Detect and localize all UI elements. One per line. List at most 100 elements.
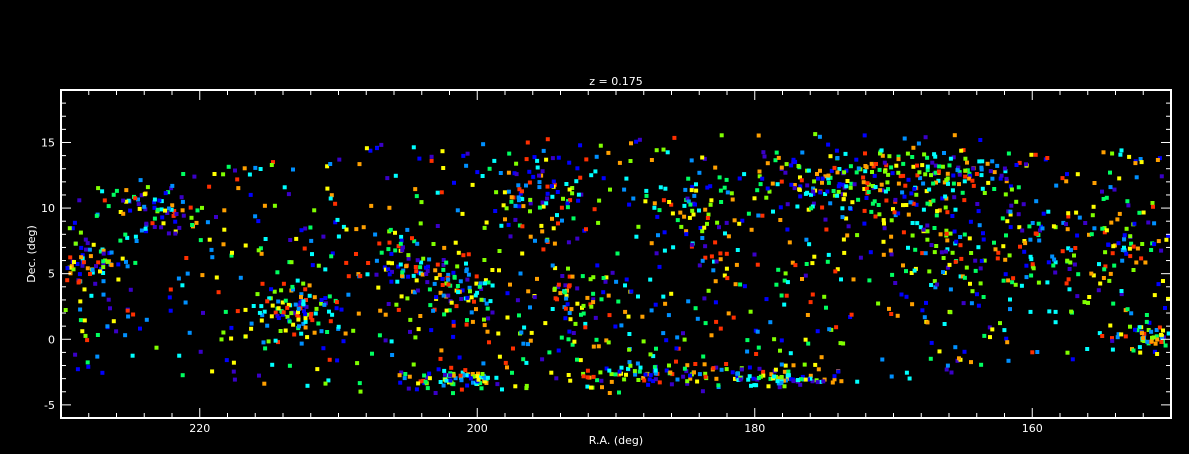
data-point (505, 365, 509, 370)
data-point (209, 247, 214, 252)
data-point (229, 325, 234, 330)
data-point (1011, 276, 1016, 281)
data-point (259, 318, 264, 323)
data-point (116, 277, 121, 282)
data-point (334, 306, 339, 311)
data-point (881, 252, 886, 257)
data-point (1014, 163, 1019, 167)
data-point (995, 163, 1000, 168)
data-point (194, 220, 199, 225)
data-point (849, 181, 854, 186)
data-point (870, 201, 875, 206)
data-point (871, 164, 876, 169)
data-point (832, 165, 837, 170)
data-point (835, 156, 840, 160)
x-tick-label: 220 (189, 422, 210, 435)
data-point (1004, 336, 1009, 341)
data-point (762, 154, 767, 159)
data-point (987, 325, 992, 330)
data-point (811, 201, 816, 206)
data-point (400, 248, 405, 253)
data-point (655, 214, 660, 219)
data-point (292, 332, 297, 337)
data-point (664, 368, 669, 373)
data-point (1142, 331, 1147, 336)
data-point (1036, 280, 1041, 285)
data-point (626, 366, 630, 371)
data-point (1089, 232, 1094, 237)
data-point (884, 163, 889, 168)
data-point (1137, 210, 1142, 215)
data-point (506, 222, 511, 227)
data-point (703, 207, 708, 212)
data-point (418, 314, 423, 318)
data-point (461, 253, 466, 258)
data-point (1137, 325, 1142, 330)
data-point (901, 230, 906, 235)
data-point (416, 327, 421, 332)
data-point (811, 191, 816, 196)
data-point (266, 339, 271, 344)
data-point (779, 179, 784, 184)
data-point (817, 134, 822, 139)
data-point (1069, 309, 1074, 314)
data-point (705, 216, 710, 220)
data-point (862, 187, 867, 191)
data-point (316, 321, 321, 326)
data-point (1008, 297, 1012, 302)
data-point (976, 209, 981, 214)
data-point (968, 219, 973, 224)
data-point (575, 166, 580, 171)
data-point (399, 370, 404, 375)
data-point (942, 180, 947, 185)
data-point (1141, 336, 1146, 341)
data-point (934, 244, 939, 248)
data-point (483, 376, 488, 381)
data-point (795, 204, 800, 209)
data-point (894, 163, 899, 168)
data-point (910, 155, 915, 159)
data-point (890, 272, 895, 277)
data-point (896, 154, 901, 159)
data-point (521, 341, 526, 346)
data-point (96, 260, 101, 265)
data-point (1147, 320, 1152, 325)
data-point (948, 310, 953, 315)
data-point (922, 152, 927, 157)
data-point (1028, 237, 1033, 242)
data-point (576, 198, 581, 203)
data-point (724, 251, 729, 256)
data-point (934, 213, 939, 218)
data-point (1074, 210, 1079, 215)
data-point (398, 262, 403, 267)
data-point (1128, 324, 1132, 329)
data-point (198, 349, 203, 354)
data-point (181, 213, 186, 218)
data-point (742, 284, 747, 289)
data-point (1163, 343, 1168, 348)
data-point (990, 327, 995, 332)
data-point (595, 263, 600, 268)
data-point (195, 208, 200, 213)
data-point (299, 292, 304, 297)
data-point (341, 224, 346, 229)
data-point (540, 229, 545, 234)
data-point (1146, 220, 1151, 225)
x-tick-label: 200 (467, 422, 488, 435)
data-point (1112, 187, 1117, 192)
data-point (945, 265, 950, 270)
data-point (424, 375, 429, 380)
data-point (904, 370, 909, 375)
data-point (808, 376, 813, 381)
data-point (900, 190, 905, 195)
data-point (126, 314, 131, 319)
data-point (282, 185, 287, 190)
data-point (126, 198, 131, 203)
data-point (302, 246, 307, 251)
data-point (124, 259, 128, 264)
data-point (906, 212, 911, 217)
data-point (286, 192, 291, 197)
data-point (379, 142, 384, 147)
data-point (465, 318, 469, 323)
data-point (738, 282, 743, 287)
